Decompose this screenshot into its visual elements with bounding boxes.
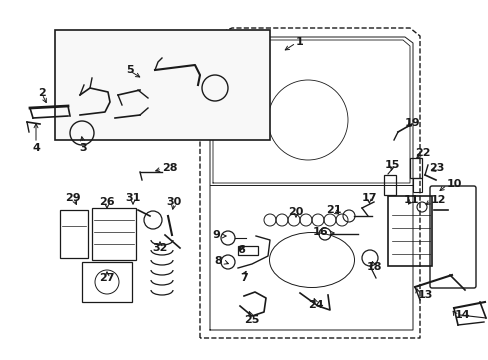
Text: 7: 7 — [240, 273, 247, 283]
Text: 28: 28 — [162, 163, 177, 173]
Text: 2: 2 — [38, 88, 46, 98]
Bar — [238, 246, 258, 255]
Text: 15: 15 — [384, 160, 399, 170]
Text: 1: 1 — [295, 37, 303, 47]
Text: 18: 18 — [366, 262, 381, 272]
Bar — [383, 175, 395, 195]
Text: 22: 22 — [414, 148, 430, 158]
Text: 17: 17 — [361, 193, 376, 203]
Bar — [387, 196, 431, 266]
Bar — [92, 208, 136, 260]
Text: 3: 3 — [79, 143, 87, 153]
Text: 13: 13 — [417, 290, 432, 300]
Text: 8: 8 — [214, 256, 222, 266]
Text: 12: 12 — [430, 195, 446, 205]
Text: 24: 24 — [307, 300, 323, 310]
Text: 32: 32 — [152, 243, 167, 253]
Text: 4: 4 — [32, 143, 40, 153]
Text: 30: 30 — [166, 197, 181, 207]
Text: 27: 27 — [99, 273, 115, 283]
Bar — [60, 210, 88, 258]
Text: 25: 25 — [244, 315, 259, 325]
Bar — [55, 30, 269, 140]
Text: 16: 16 — [312, 227, 327, 237]
Text: 23: 23 — [428, 163, 444, 173]
Text: 29: 29 — [65, 193, 81, 203]
Bar — [412, 178, 421, 192]
Text: 26: 26 — [99, 197, 115, 207]
Text: 19: 19 — [404, 118, 419, 128]
Text: 20: 20 — [288, 207, 303, 217]
Text: 6: 6 — [237, 245, 244, 255]
Text: 10: 10 — [446, 179, 462, 189]
Text: 9: 9 — [212, 230, 220, 240]
Bar — [82, 262, 132, 302]
Text: 11: 11 — [403, 195, 418, 205]
Text: 31: 31 — [125, 193, 141, 203]
Text: 21: 21 — [325, 205, 341, 215]
Text: 5: 5 — [126, 65, 134, 75]
Bar — [409, 158, 421, 178]
Text: 14: 14 — [454, 310, 469, 320]
